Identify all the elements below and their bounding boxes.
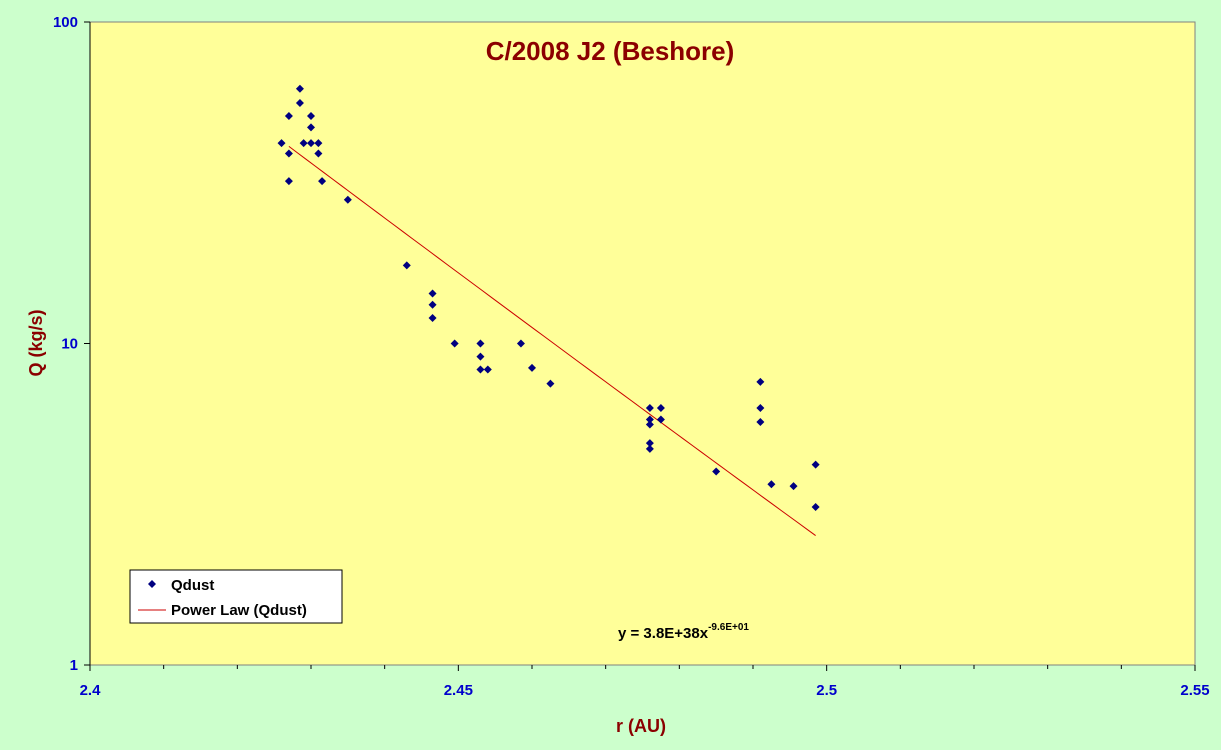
data-point: [656, 404, 665, 413]
data-point: [295, 84, 304, 93]
data-point: [476, 352, 485, 361]
legend-marker-qdust: [148, 580, 156, 588]
data-point: [756, 417, 765, 426]
x-axis-title: r (AU): [616, 716, 666, 736]
data-point: [483, 365, 492, 374]
y-tick-label: 1: [70, 657, 78, 674]
data-point: [789, 482, 798, 491]
trendline-layer: [288, 145, 816, 536]
y-tick-label: 100: [53, 14, 78, 31]
data-point: [528, 363, 536, 372]
trendline-equation: y = 3.8E+38x-9.6E+01: [618, 622, 749, 642]
data-point: [756, 377, 765, 386]
data-point: [546, 379, 555, 388]
data-point: [428, 314, 437, 323]
data-point: [295, 98, 304, 107]
data-point: [284, 149, 293, 158]
data-point: [318, 177, 327, 186]
x-axis: 2.4 2.45 2.5 2.55: [80, 665, 1210, 699]
data-point: [307, 139, 315, 148]
y-tick-label: 10: [61, 336, 78, 353]
data-point: [811, 503, 820, 512]
points-layer: [277, 84, 820, 512]
data-point: [645, 439, 654, 448]
data-point: [307, 123, 315, 132]
data-point: [314, 139, 323, 148]
data-point: [645, 404, 654, 413]
data-point: [343, 195, 352, 204]
legend-label-powerlaw: Power Law (Qdust): [171, 602, 307, 619]
data-point: [811, 460, 820, 469]
legend-box: [129, 569, 343, 624]
data-point: [402, 261, 411, 270]
x-tick-label: 2.55: [1180, 682, 1209, 699]
x-tick-label: 2.5: [816, 682, 837, 699]
plot-area: [89, 21, 1196, 666]
data-point: [645, 444, 654, 453]
trendline: [288, 145, 816, 536]
equation-main: y = 3.8E+38x: [618, 625, 709, 642]
data-point: [476, 365, 485, 374]
data-point: [428, 300, 437, 309]
data-point: [645, 415, 654, 424]
data-point: [656, 415, 665, 424]
data-point: [284, 177, 293, 186]
y-axis: 1 10 100: [53, 14, 91, 674]
x-tick-label: 2.4: [80, 682, 102, 699]
data-point: [767, 480, 776, 489]
equation-exponent: -9.6E+01: [708, 622, 749, 633]
data-point: [450, 339, 459, 348]
legend: Qdust Power Law (Qdust): [129, 569, 343, 624]
data-point: [756, 404, 765, 413]
data-point: [307, 112, 315, 121]
data-point: [712, 467, 721, 476]
data-point: [277, 139, 286, 148]
data-point: [645, 420, 654, 429]
legend-label-qdust: Qdust: [171, 577, 214, 594]
data-point: [314, 149, 323, 158]
y-axis-title: Q (kg/s): [26, 309, 46, 376]
data-point: [299, 139, 308, 148]
data-point: [516, 339, 525, 348]
data-point: [476, 339, 485, 348]
data-point: [284, 112, 293, 121]
data-point: [428, 289, 437, 298]
x-tick-label: 2.45: [444, 682, 473, 699]
chart-title: C/2008 J2 (Beshore): [486, 36, 735, 66]
